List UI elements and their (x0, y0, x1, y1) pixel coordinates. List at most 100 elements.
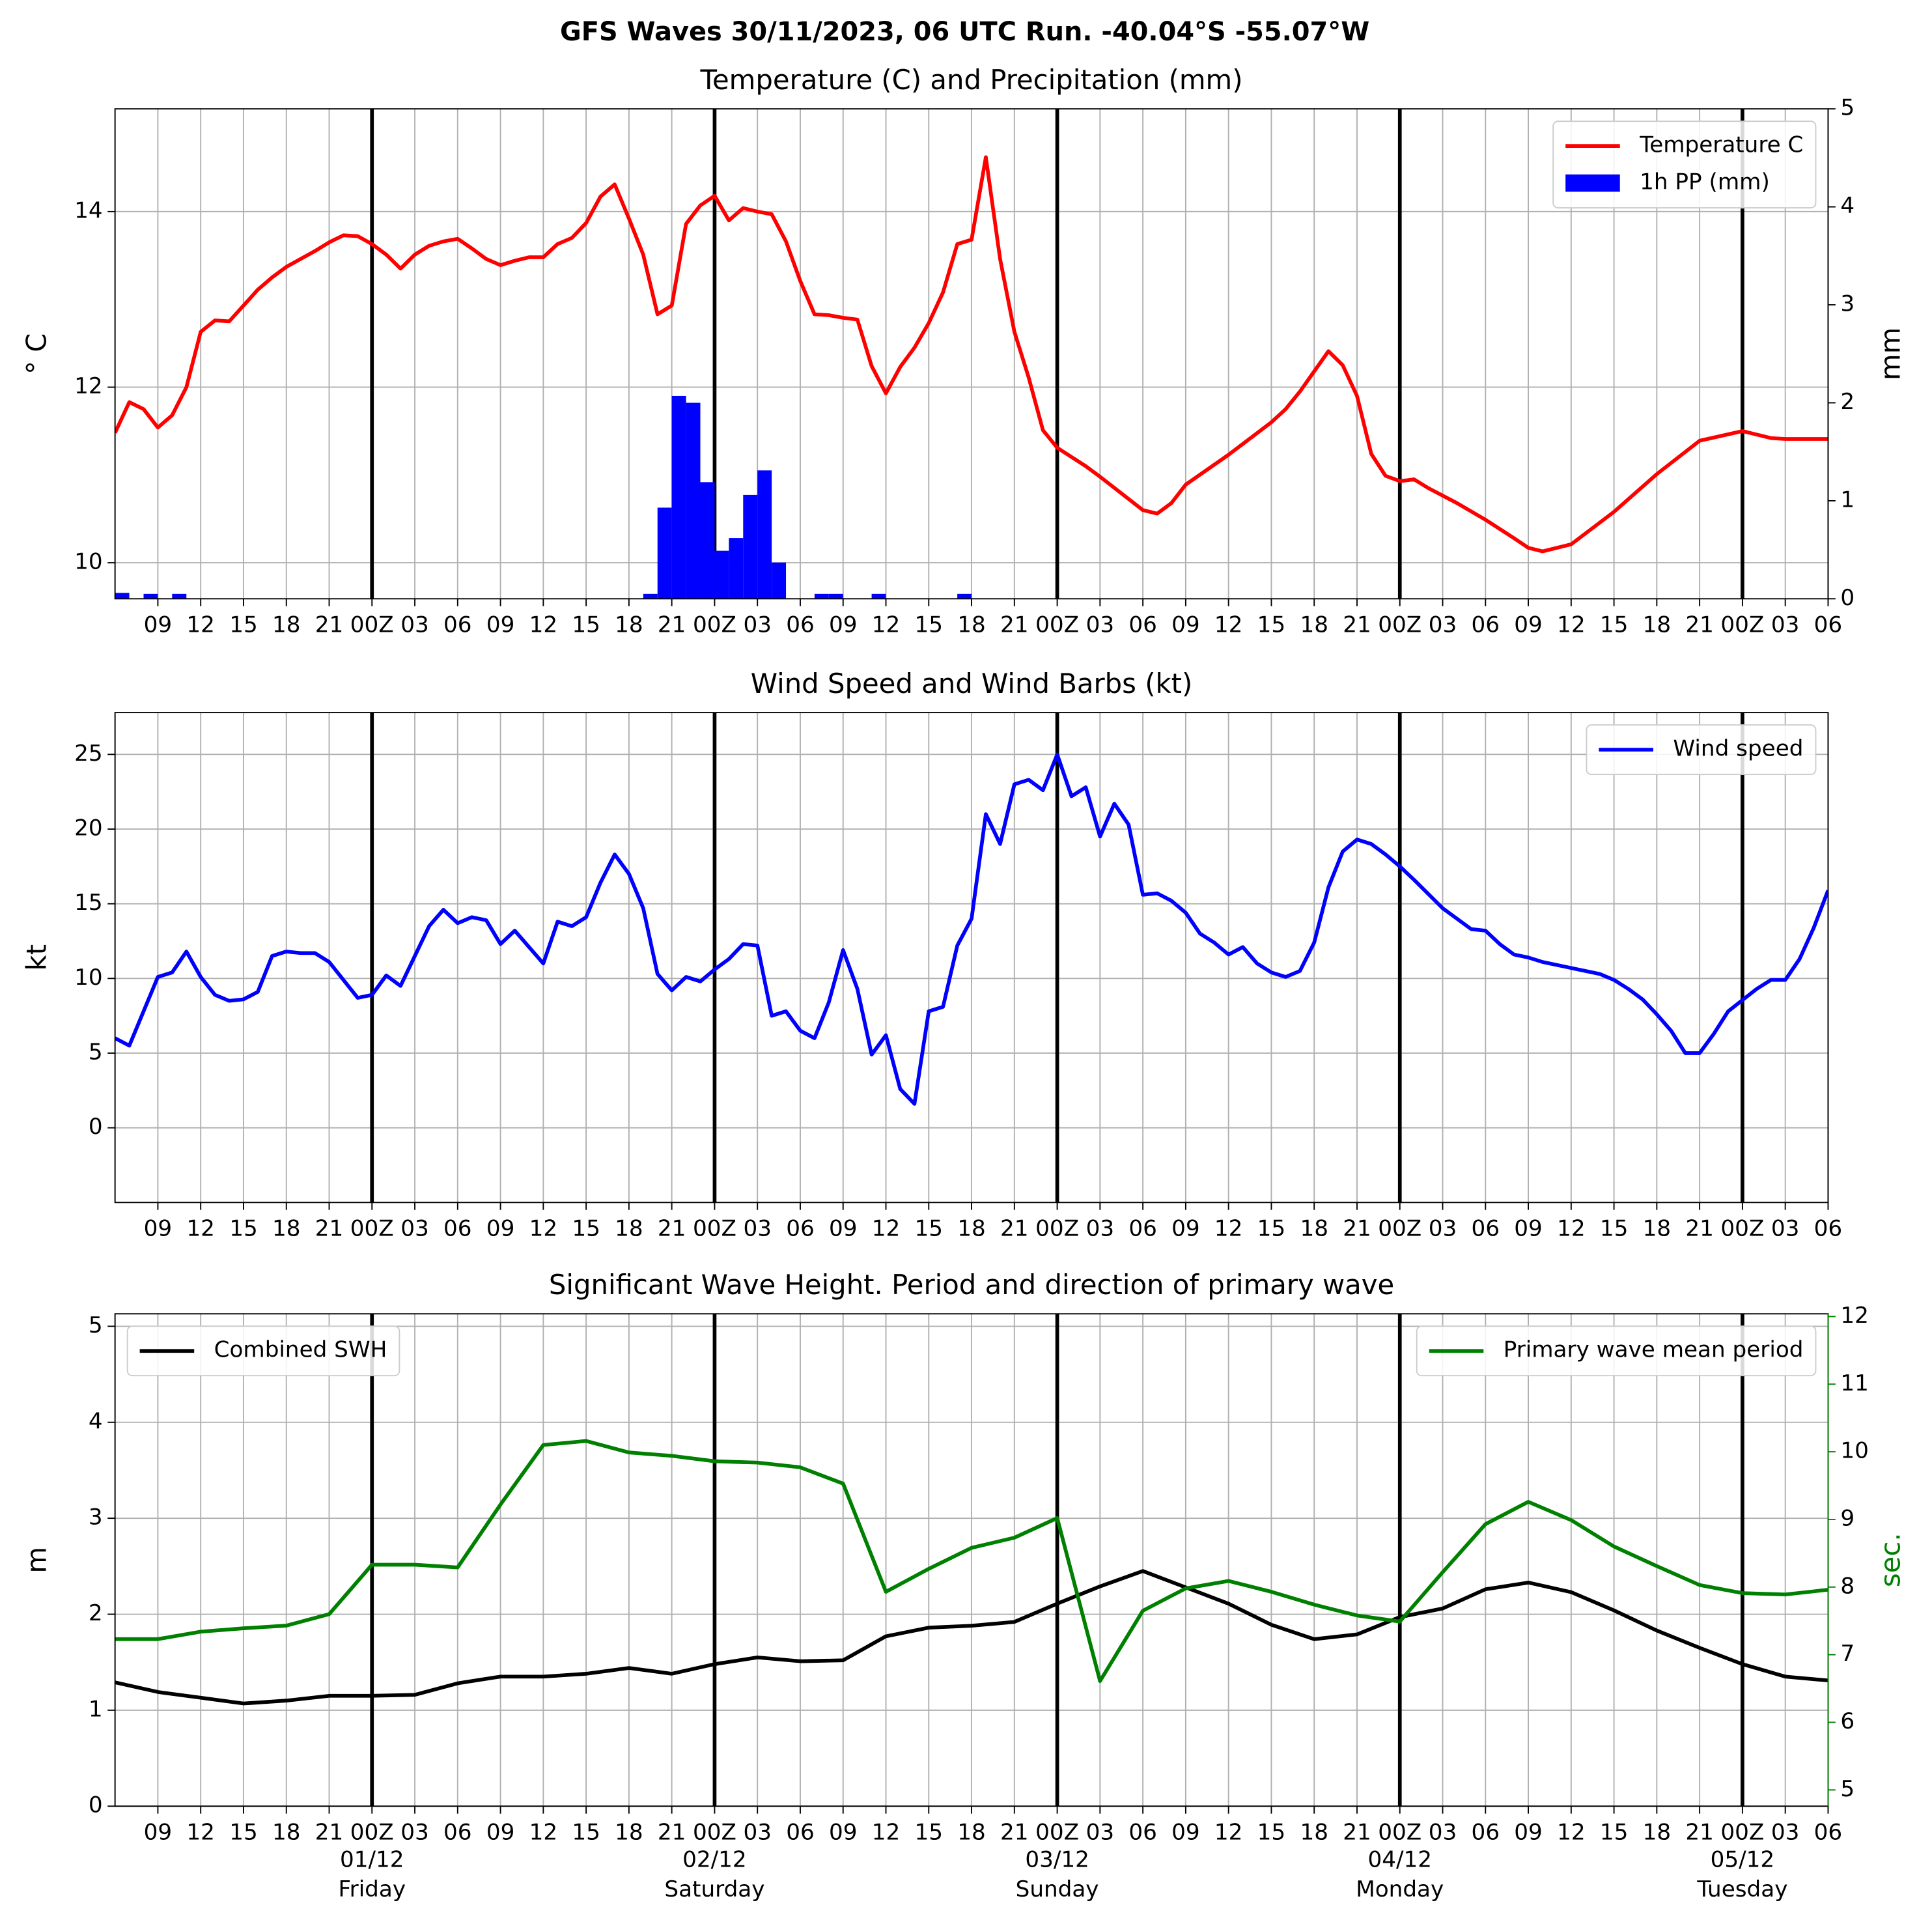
x-tick-label: 06 (1128, 1216, 1157, 1242)
x-tick-label: 00Z (693, 612, 736, 638)
x-tick-label: 15 (572, 1820, 600, 1846)
x-tick-label: 06 (786, 612, 815, 638)
y2-tick-label: 7 (1840, 1641, 1855, 1667)
legend-box (126, 1325, 400, 1377)
x-tick-label: 18 (272, 1216, 301, 1242)
x-tick-label: 15 (915, 612, 944, 638)
plot-frame (114, 712, 1829, 1204)
x-tick-label: 09 (829, 612, 858, 638)
precip-bar (757, 470, 772, 599)
precip-bar (871, 593, 886, 599)
x-tick-label: 00Z (1720, 612, 1764, 638)
y-tick-label: 5 (89, 1312, 103, 1338)
x-tick-label: 03 (743, 612, 772, 638)
y-tick-label: 0 (89, 1114, 103, 1140)
x-tick-label: 12 (186, 1216, 215, 1242)
y-tick-label: 14 (74, 197, 103, 223)
y2-tick-label: 0 (1840, 585, 1855, 611)
day-label: Sunday (1016, 1876, 1099, 1902)
x-tick-label: 18 (272, 612, 301, 638)
x-tick-label: 21 (1000, 612, 1029, 638)
y2-tick-label: 1 (1840, 487, 1855, 513)
x-tick-label: 03 (1771, 612, 1800, 638)
series-line (115, 1439, 1828, 1683)
y-axis-label: ° C (20, 333, 52, 374)
legend-label: Wind speed (1673, 736, 1803, 762)
day-label: Tuesday (1696, 1876, 1787, 1902)
x-tick-label: 18 (957, 1216, 986, 1242)
day-label: Monday (1356, 1876, 1444, 1902)
y2-tick-label: 6 (1840, 1708, 1855, 1734)
x-tick-label: 09 (1514, 1820, 1543, 1846)
x-tick-label: 00Z (1035, 612, 1079, 638)
x-tick-label: 21 (1343, 1216, 1371, 1242)
y2-tick-label: 5 (1840, 1776, 1855, 1802)
x-tick-label: 03 (1086, 612, 1115, 638)
y-tick-label: 25 (74, 741, 103, 767)
x-tick-label: 03 (743, 1216, 772, 1242)
plot-frame (114, 108, 1829, 600)
x-tick-label: 00Z (350, 1820, 394, 1846)
x-tick-label: 15 (572, 612, 600, 638)
panel-title: Wind Speed and Wind Barbs (kt) (751, 668, 1193, 699)
x-tick-label: 12 (1214, 612, 1243, 638)
x-tick-label: 15 (229, 1820, 258, 1846)
date-label: 05/12 (1711, 1846, 1775, 1872)
x-tick-label: 03 (1086, 1820, 1115, 1846)
x-tick-label: 21 (658, 1820, 686, 1846)
x-tick-label: 09 (1171, 1820, 1200, 1846)
x-tick-label: 00Z (693, 1820, 736, 1846)
x-tick-label: 15 (1600, 612, 1629, 638)
x-tick-label: 06 (1472, 1820, 1500, 1846)
x-tick-label: 18 (957, 612, 986, 638)
y2-tick-label: 9 (1840, 1505, 1855, 1531)
x-tick-label: 15 (1257, 1216, 1286, 1242)
y-tick-label: 12 (74, 373, 103, 399)
x-tick-label: 09 (1514, 612, 1543, 638)
x-tick-label: 12 (186, 612, 215, 638)
x-tick-label: 18 (615, 1820, 643, 1846)
x-tick-label: 09 (1171, 1216, 1200, 1242)
precip-bar (143, 593, 158, 599)
legend-label: Combined SWH (214, 1337, 387, 1363)
x-tick-label: 09 (829, 1216, 858, 1242)
x-tick-label: 12 (1557, 1216, 1586, 1242)
x-tick-label: 21 (1685, 1820, 1714, 1846)
legend-label: Temperature C (1639, 132, 1803, 158)
y-axis-label: kt (20, 944, 52, 971)
y2-tick-label: 12 (1840, 1303, 1869, 1329)
series-line (115, 155, 1828, 554)
x-tick-label: 12 (872, 612, 901, 638)
x-tick-label: 06 (1472, 1216, 1500, 1242)
day-label: Friday (338, 1876, 406, 1902)
x-tick-label: 09 (144, 1820, 173, 1846)
x-tick-label: 12 (529, 1216, 558, 1242)
x-tick-label: 00Z (1378, 1820, 1421, 1846)
x-tick-label: 21 (1685, 612, 1714, 638)
x-tick-label: 06 (1814, 1820, 1843, 1846)
legend-swatch (1565, 174, 1620, 192)
x-tick-label: 06 (1128, 1820, 1157, 1846)
x-tick-label: 18 (615, 612, 643, 638)
x-tick-label: 00Z (1035, 1216, 1079, 1242)
x-tick-label: 03 (400, 612, 429, 638)
x-tick-label: 21 (315, 612, 344, 638)
series-line (115, 752, 1828, 1106)
legend: Primary wave mean period (1416, 1325, 1817, 1377)
x-tick-label: 00Z (1378, 1216, 1421, 1242)
x-tick-label: 06 (1128, 612, 1157, 638)
precip-bar (643, 593, 658, 599)
x-tick-label: 00Z (350, 1216, 394, 1242)
precip-bar (172, 593, 187, 599)
y2-axis-label: sec. (1875, 1532, 1907, 1587)
precip-bar (743, 494, 758, 599)
x-tick-label: 21 (1685, 1216, 1714, 1242)
x-tick-label: 00Z (1378, 612, 1421, 638)
precip-bar (828, 593, 843, 599)
x-tick-label: 06 (443, 612, 472, 638)
x-tick-label: 09 (144, 612, 173, 638)
legend: Combined SWH (126, 1325, 400, 1377)
x-tick-label: 06 (1472, 612, 1500, 638)
x-tick-label: 18 (272, 1820, 301, 1846)
x-tick-label: 15 (915, 1216, 944, 1242)
